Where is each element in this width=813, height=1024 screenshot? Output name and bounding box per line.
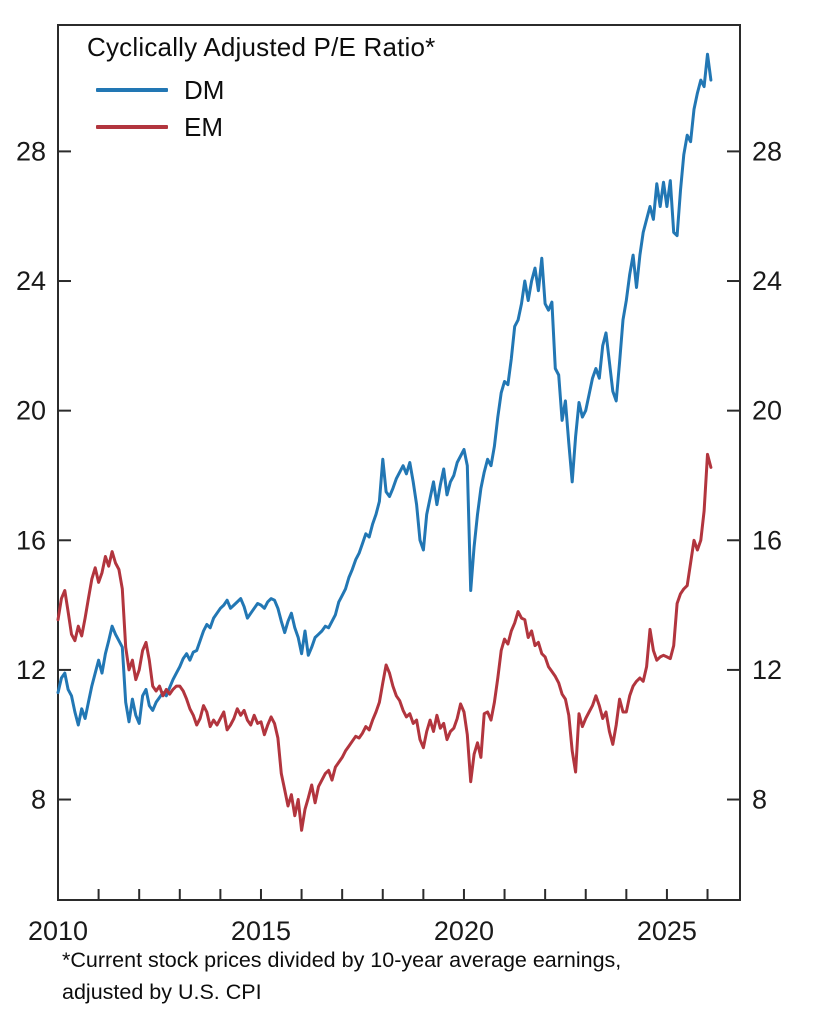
x-axis-label: 2010 [28,916,88,946]
dm-line [56,52,713,727]
legend-item-dm: DM [96,77,224,103]
y-axis-label-left: 12 [16,655,46,685]
footnote: *Current stock prices divided by 10-year… [62,944,621,1008]
footnote-line-1: *Current stock prices divided by 10-year… [62,948,622,972]
y-axis-label-right: 24 [752,266,782,296]
y-axis-label-left: 24 [16,266,46,296]
y-axis-label-left: 16 [16,525,46,555]
y-axis-label-right: 16 [752,525,782,555]
y-axis-label-left: 28 [16,136,46,166]
em-line-swatch [96,125,168,129]
legend-item-em: EM [96,114,224,140]
x-axis-label: 2020 [434,916,494,946]
y-axis-label-left: 8 [31,785,46,815]
footnote-line-2: adjusted by U.S. CPI [62,980,262,1004]
y-axis-label-right: 8 [752,785,767,815]
y-axis-label-right: 12 [752,655,782,685]
legend-label-dm: DM [184,75,225,105]
legend: DM EM [96,77,224,140]
legend-label-em: EM [184,112,223,142]
plot-border [57,24,741,901]
y-axis-label-right: 28 [752,136,782,166]
x-axis-label: 2015 [231,916,291,946]
x-axis-label: 2025 [637,916,697,946]
y-axis-label-left: 20 [16,396,46,426]
dm-line-swatch [96,88,168,92]
chart-title: Cyclically Adjusted P/E Ratio* [87,32,436,62]
y-axis-label-right: 20 [752,396,782,426]
em-line [56,452,713,832]
